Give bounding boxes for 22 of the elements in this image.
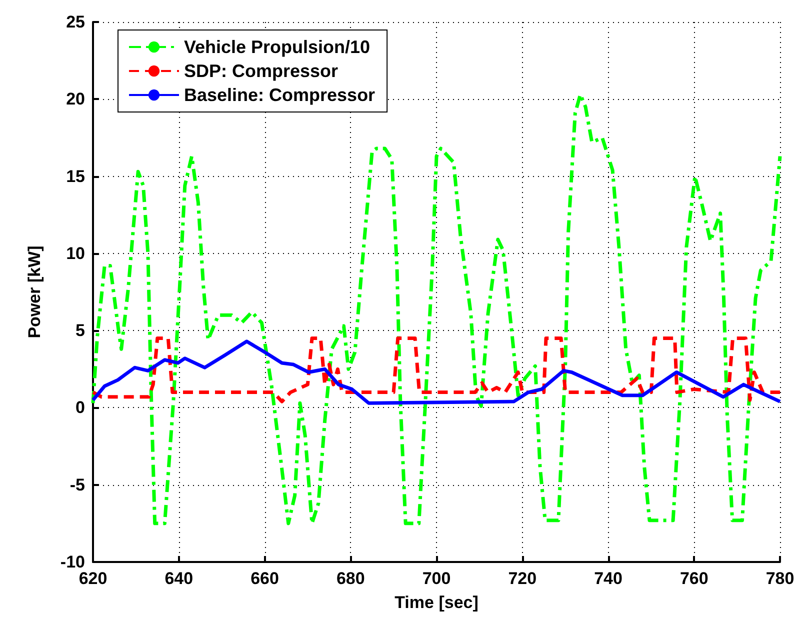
x-tick-label: 660 <box>250 569 279 588</box>
legend-label: Baseline: Compressor <box>184 85 376 105</box>
y-axis-title: Power [kW] <box>25 246 44 338</box>
y-tick-label: 15 <box>66 166 85 186</box>
y-tick-label: 25 <box>66 12 85 32</box>
x-tick-label: 720 <box>508 569 537 588</box>
legend-label: SDP: Compressor <box>184 61 338 81</box>
x-tick-label: 680 <box>336 569 365 588</box>
x-tick-label: 760 <box>680 569 708 588</box>
y-tick-label: 20 <box>66 90 85 109</box>
y-tick-label: 10 <box>66 244 85 263</box>
x-tick-label: 740 <box>594 569 622 588</box>
x-tick-label: 640 <box>164 569 194 588</box>
y-tick-label: -10 <box>60 552 85 572</box>
legend-label: Vehicle Propulsion/10 <box>184 37 370 57</box>
y-tick-label: 0 <box>76 398 85 418</box>
x-tick-label: 620 <box>78 569 108 588</box>
y-tick-label: 5 <box>76 321 85 340</box>
x-tick-label: 700 <box>422 569 451 588</box>
x-axis-title: Time [sec] <box>394 593 478 612</box>
y-tick-label: -5 <box>70 475 85 494</box>
x-tick-label: 780 <box>766 569 794 588</box>
